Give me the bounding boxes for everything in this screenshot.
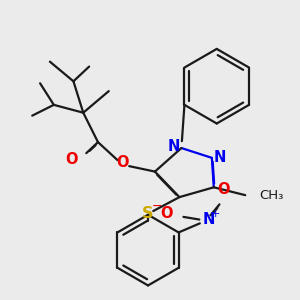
Text: −: − [152, 200, 162, 212]
Text: N: N [167, 139, 180, 154]
Text: O: O [65, 152, 78, 167]
Text: CH₃: CH₃ [259, 189, 283, 202]
Text: N: N [203, 212, 215, 227]
Text: S: S [142, 206, 154, 221]
Text: O: O [160, 206, 173, 221]
Text: O: O [218, 182, 230, 197]
Text: N: N [214, 150, 226, 165]
Text: O: O [116, 155, 129, 170]
Text: +: + [211, 209, 220, 219]
